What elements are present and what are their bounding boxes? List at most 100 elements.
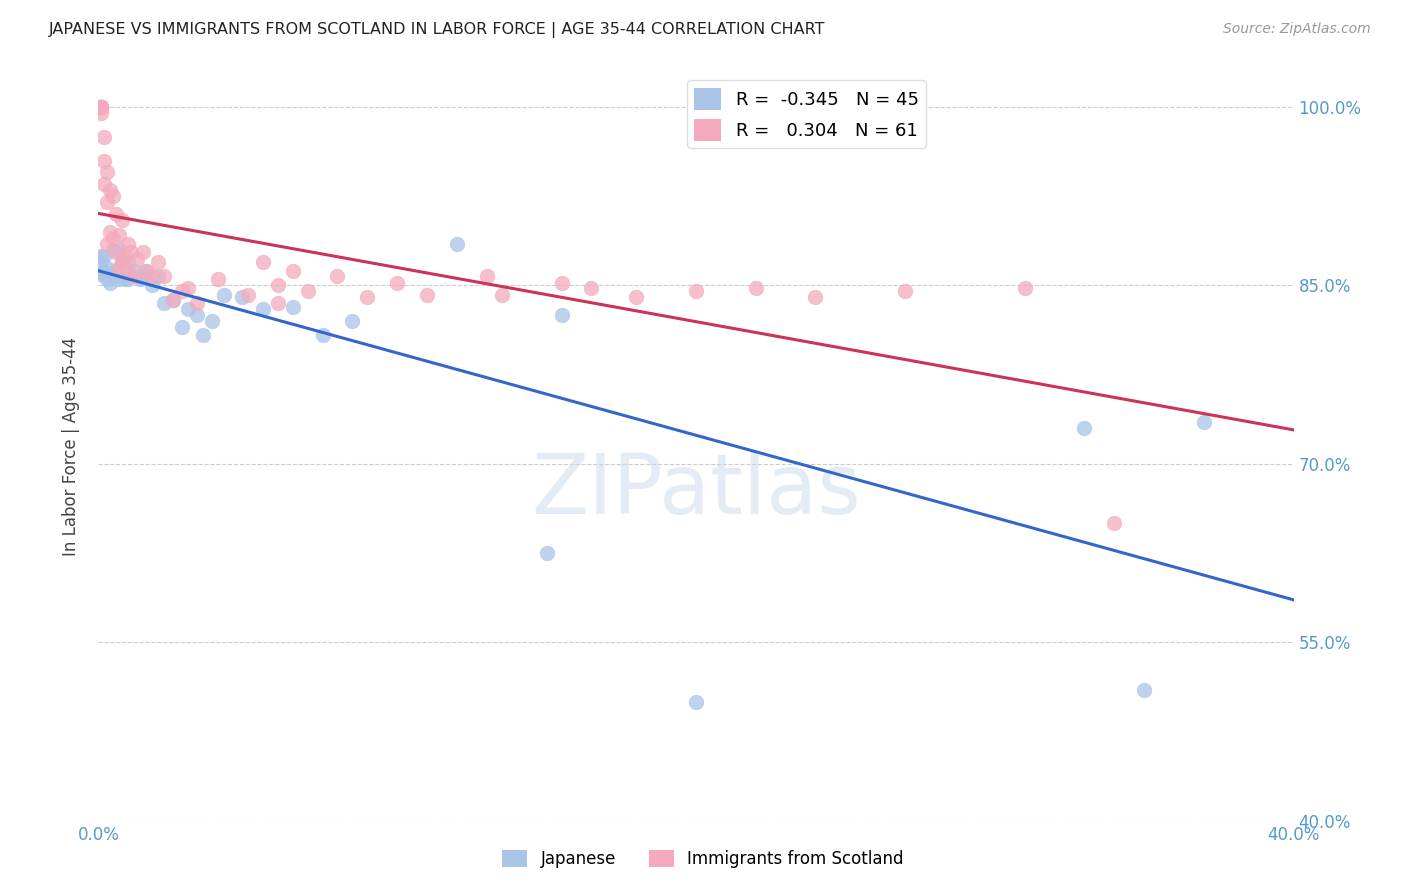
Point: [93, 267, 115, 281]
Point: [267, 296, 290, 310]
Point: [231, 290, 253, 304]
Point: [90, 249, 112, 263]
Point: [1104, 516, 1126, 531]
Point: [1014, 281, 1036, 295]
Point: [177, 302, 200, 317]
Point: [90, 100, 112, 114]
Point: [894, 285, 917, 299]
Point: [129, 272, 152, 286]
Point: [297, 285, 319, 299]
Point: [93, 178, 115, 192]
Point: [162, 293, 184, 307]
Point: [96, 272, 118, 286]
Point: [385, 276, 409, 290]
Point: [475, 268, 498, 283]
Point: [191, 328, 214, 343]
Point: [281, 264, 304, 278]
Point: [108, 243, 131, 257]
Point: [90, 100, 112, 114]
Point: [1192, 415, 1215, 429]
Point: [550, 308, 572, 322]
Point: [135, 264, 157, 278]
Point: [108, 272, 131, 286]
Point: [90, 100, 112, 114]
Point: [96, 260, 118, 275]
Point: [127, 252, 149, 267]
Point: [96, 165, 118, 179]
Point: [153, 268, 176, 283]
Point: [90, 100, 112, 114]
Point: [93, 129, 115, 144]
Point: [96, 195, 118, 210]
Point: [120, 245, 142, 260]
Point: [114, 249, 136, 263]
Point: [108, 228, 131, 243]
Point: [90, 100, 112, 114]
Point: [111, 213, 134, 227]
Point: [90, 267, 112, 281]
Point: [141, 268, 163, 283]
Point: [326, 268, 349, 283]
Point: [117, 254, 139, 268]
Point: [141, 278, 163, 293]
Point: [103, 243, 125, 257]
Point: [153, 296, 176, 310]
Point: [90, 106, 112, 120]
Point: [148, 268, 170, 283]
Point: [90, 254, 112, 268]
Point: [124, 268, 146, 283]
Point: [252, 254, 274, 268]
Legend: Japanese, Immigrants from Scotland: Japanese, Immigrants from Scotland: [495, 843, 911, 875]
Point: [212, 288, 235, 302]
Point: [311, 328, 333, 343]
Point: [252, 302, 274, 317]
Point: [685, 285, 707, 299]
Point: [172, 320, 194, 334]
Point: [132, 268, 155, 283]
Point: [342, 314, 364, 328]
Point: [1073, 421, 1095, 435]
Point: [114, 272, 136, 286]
Point: [148, 254, 170, 268]
Point: [90, 100, 112, 114]
Point: [177, 281, 200, 295]
Point: [93, 249, 115, 263]
Point: [281, 300, 304, 314]
Point: [236, 288, 259, 302]
Point: [103, 189, 125, 203]
Point: [90, 260, 112, 275]
Text: JAPANESE VS IMMIGRANTS FROM SCOTLAND IN LABOR FORCE | AGE 35-44 CORRELATION CHAR: JAPANESE VS IMMIGRANTS FROM SCOTLAND IN …: [49, 22, 825, 38]
Point: [201, 314, 224, 328]
Point: [446, 236, 468, 251]
Point: [117, 264, 139, 278]
Point: [117, 236, 139, 251]
Point: [103, 231, 125, 245]
Point: [162, 293, 184, 307]
Point: [103, 268, 125, 283]
Point: [416, 288, 439, 302]
Point: [491, 288, 513, 302]
Point: [124, 264, 146, 278]
Point: [105, 245, 128, 260]
Point: [207, 272, 229, 286]
Point: [581, 281, 603, 295]
Point: [117, 272, 139, 286]
Point: [186, 296, 208, 310]
Point: [172, 285, 194, 299]
Point: [111, 254, 134, 268]
Point: [267, 278, 290, 293]
Point: [98, 267, 122, 281]
Point: [90, 100, 112, 114]
Y-axis label: In Labor Force | Age 35-44: In Labor Force | Age 35-44: [62, 336, 80, 556]
Text: Source: ZipAtlas.com: Source: ZipAtlas.com: [1223, 22, 1371, 37]
Point: [98, 183, 122, 197]
Point: [98, 225, 122, 239]
Point: [108, 260, 131, 275]
Point: [745, 281, 768, 295]
Text: ZIPatlas: ZIPatlas: [531, 450, 860, 532]
Point: [132, 245, 155, 260]
Point: [804, 290, 827, 304]
Point: [111, 254, 134, 268]
Point: [626, 290, 648, 304]
Point: [105, 207, 128, 221]
